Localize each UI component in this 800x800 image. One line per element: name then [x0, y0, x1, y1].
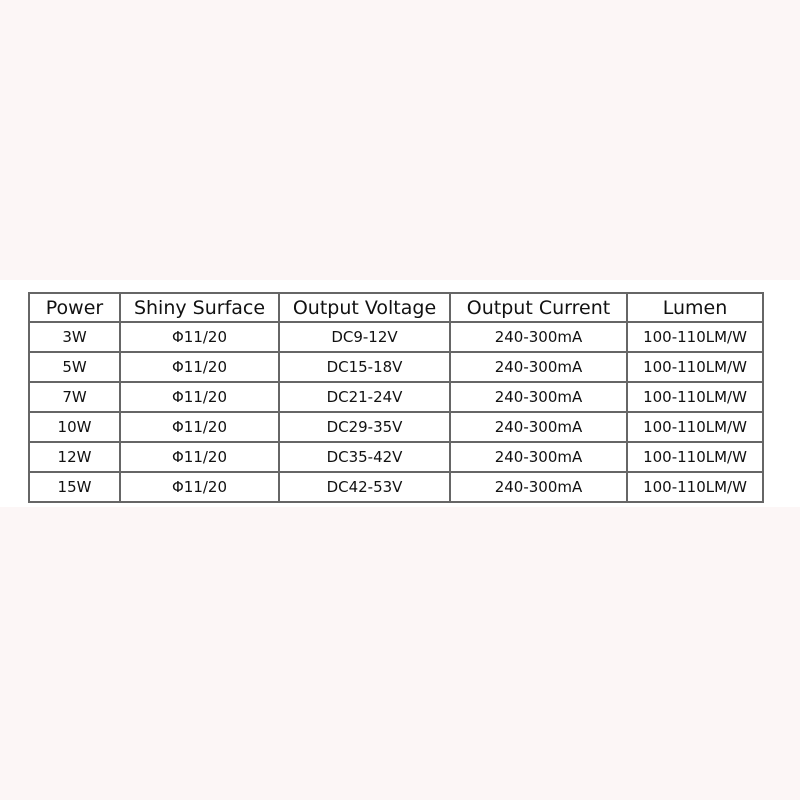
table-cell: DC35-42V	[278, 441, 451, 473]
table-cell: 10W	[28, 411, 121, 443]
table-cell: Φ11/20	[119, 441, 280, 473]
table-cell: 240-300mA	[449, 471, 628, 503]
table-cell: 100-110LM/W	[626, 471, 764, 503]
table-cell: 100-110LM/W	[626, 321, 764, 353]
table-cell: DC42-53V	[278, 471, 451, 503]
table-cell: DC9-12V	[278, 321, 451, 353]
table-cell: 100-110LM/W	[626, 381, 764, 413]
column-header: Output Voltage	[278, 292, 451, 323]
table-row: 12W Φ11/20 DC35-42V 240-300mA 100-110LM/W	[28, 441, 764, 473]
table-cell: 5W	[28, 351, 121, 383]
table-cell: 12W	[28, 441, 121, 473]
table-row: 10W Φ11/20 DC29-35V 240-300mA 100-110LM/W	[28, 411, 764, 443]
table-cell: 3W	[28, 321, 121, 353]
column-header: Shiny Surface	[119, 292, 280, 323]
table-cell: 100-110LM/W	[626, 351, 764, 383]
table-cell: 100-110LM/W	[626, 441, 764, 473]
table-cell: 100-110LM/W	[626, 411, 764, 443]
table-cell: 240-300mA	[449, 411, 628, 443]
table-cell: 7W	[28, 381, 121, 413]
header-row: Power Shiny Surface Output Voltage Output C…	[28, 292, 764, 323]
table-cell: 240-300mA	[449, 381, 628, 413]
column-header: Lumen	[626, 292, 764, 323]
table-row: 7W Φ11/20 DC21-24V 240-300mA 100-110LM/W	[28, 381, 764, 413]
table-cell: Φ11/20	[119, 321, 280, 353]
table-cell: DC15-18V	[278, 351, 451, 383]
table-cell: 15W	[28, 471, 121, 503]
column-header: Power	[28, 292, 121, 323]
spec-table: Power Shiny Surface Output Voltage Output C…	[28, 292, 764, 503]
table-row: 3W Φ11/20 DC9-12V 240-300mA 100-110LM/W	[28, 321, 764, 353]
table-cell: Φ11/20	[119, 381, 280, 413]
table-cell: DC21-24V	[278, 381, 451, 413]
column-header: Output Current	[449, 292, 628, 323]
table-cell: 240-300mA	[449, 441, 628, 473]
table-cell: Φ11/20	[119, 471, 280, 503]
table-cell: 240-300mA	[449, 351, 628, 383]
table-row: 5W Φ11/20 DC15-18V 240-300mA 100-110LM/W	[28, 351, 764, 383]
table-cell: Φ11/20	[119, 351, 280, 383]
table-cell: 240-300mA	[449, 321, 628, 353]
table-row: 15W Φ11/20 DC42-53V 240-300mA 100-110LM/W	[28, 471, 764, 503]
table-cell: Φ11/20	[119, 411, 280, 443]
table-cell: DC29-35V	[278, 411, 451, 443]
